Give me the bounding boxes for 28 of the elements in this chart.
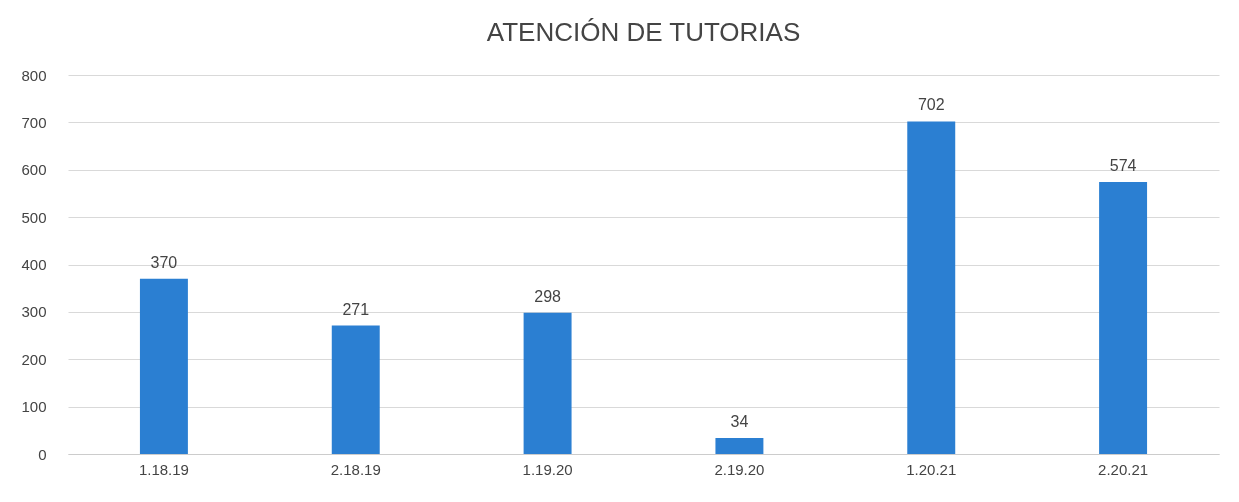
bar: [331, 325, 380, 454]
y-tick-label: 0: [38, 445, 47, 463]
bar: [715, 437, 764, 454]
y-tick-label: 600: [21, 161, 47, 179]
bar: [523, 312, 572, 454]
y-tick-label: 400: [21, 256, 47, 273]
x-tick-label: 1.19.20: [522, 460, 573, 478]
y-tick-label: 500: [21, 208, 47, 226]
bar: [1099, 182, 1148, 454]
bar: [907, 121, 956, 454]
x-tick-label: 1.20.21: [906, 460, 957, 478]
data-label: 370: [150, 253, 178, 271]
y-tick-label: 700: [21, 113, 47, 131]
bar: [139, 278, 188, 454]
x-tick-label: 2.20.21: [1098, 460, 1149, 478]
data-label: 271: [342, 300, 370, 318]
y-tick-label: 300: [21, 303, 47, 321]
y-tick-label: 200: [21, 350, 47, 368]
x-tick-label: 2.19.20: [714, 460, 765, 478]
data-label: 298: [534, 287, 562, 305]
y-tick-label: 800: [21, 66, 47, 84]
x-tick-label: 2.18.19: [330, 460, 381, 478]
data-label: 702: [917, 96, 945, 114]
data-label: 34: [730, 412, 749, 430]
x-tick-label: 1.18.19: [138, 460, 189, 478]
y-tick-label: 100: [21, 398, 47, 416]
chart-title: ATENCIÓN DE TUTORIAS: [486, 17, 801, 47]
data-label: 574: [1109, 157, 1137, 175]
